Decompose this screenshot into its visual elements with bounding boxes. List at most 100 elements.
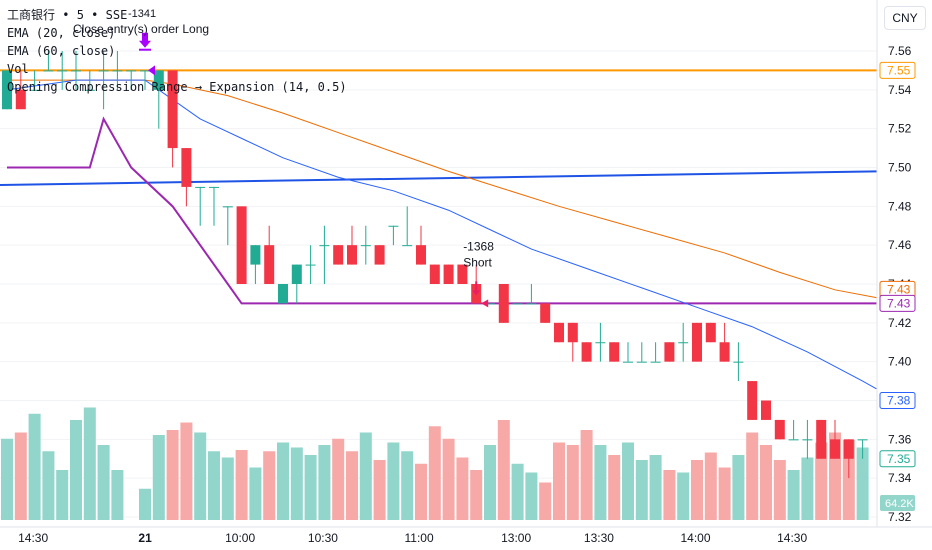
exit-qty-label: -1341 xyxy=(128,8,156,20)
candle xyxy=(84,70,95,91)
volume-bar xyxy=(318,445,331,520)
candle-body xyxy=(416,245,426,265)
interval-label[interactable]: 5 xyxy=(76,8,84,22)
price-tick-label: 7.36 xyxy=(888,432,912,446)
volume-bar xyxy=(249,467,262,520)
candle xyxy=(43,51,54,72)
volume-bar xyxy=(373,460,386,520)
candle-body xyxy=(485,303,495,305)
candle-body xyxy=(581,342,592,362)
symbol-name[interactable]: 工商银行 xyxy=(7,8,56,22)
candle-body xyxy=(84,89,95,91)
candle-body xyxy=(2,70,12,110)
time-tick-label: 10:00 xyxy=(225,531,255,545)
candle xyxy=(540,303,551,323)
separator-dot: • xyxy=(62,8,77,22)
volume-bar xyxy=(304,455,317,520)
candle xyxy=(567,322,578,362)
candle xyxy=(305,245,316,284)
candle-body xyxy=(512,303,523,305)
candle xyxy=(692,322,702,362)
volume-bar xyxy=(221,457,234,520)
volume-bar xyxy=(511,463,524,520)
short-qty-label: -1368 xyxy=(463,239,494,253)
volume-bar xyxy=(773,460,786,520)
time-tick-label: 14:00 xyxy=(681,531,711,545)
candle-body xyxy=(857,439,868,441)
volume-bar xyxy=(263,451,276,520)
candle xyxy=(705,322,716,343)
volume-bar xyxy=(539,482,552,520)
volume-bar xyxy=(704,452,717,520)
range-top-price-label: 7.55 xyxy=(887,63,911,77)
candle xyxy=(140,70,150,90)
strategy-legend[interactable]: Opening Compression Range → Expansion (1… xyxy=(7,80,347,94)
time-tick-label: 11:00 xyxy=(405,531,434,545)
candle-body xyxy=(567,322,578,343)
volume-bar xyxy=(801,457,814,520)
candle-body xyxy=(15,89,26,110)
volume-bar xyxy=(97,445,110,520)
candle xyxy=(250,245,261,284)
short-signal-label: Short xyxy=(463,255,492,269)
last-price-label-box xyxy=(879,450,916,468)
ema20-price-label-box xyxy=(879,392,916,409)
ema60-legend[interactable]: EMA (60, close) xyxy=(7,44,116,58)
ema20-legend[interactable]: EMA (20, close) xyxy=(7,26,116,40)
candle xyxy=(595,322,606,362)
volume-bar xyxy=(235,450,248,520)
short-fill-icon xyxy=(481,299,489,308)
volume-bar xyxy=(42,451,55,520)
price-tick-label: 7.40 xyxy=(888,355,912,369)
volume-legend[interactable]: Vol xyxy=(7,62,29,76)
candle xyxy=(843,439,854,479)
candle xyxy=(360,225,371,265)
candle-body xyxy=(623,361,633,363)
candle-body xyxy=(678,342,689,344)
volume-bar xyxy=(691,460,703,520)
candle-body xyxy=(719,342,730,362)
candle xyxy=(857,439,868,459)
volume-bar xyxy=(428,426,441,520)
price-tick-label: 7.46 xyxy=(888,238,912,252)
currency-button[interactable]: CNY xyxy=(884,6,926,30)
candle-body xyxy=(636,361,647,363)
candle xyxy=(429,264,440,284)
price-tick-label: 7.32 xyxy=(888,510,912,524)
candle-body xyxy=(29,89,40,91)
chart-legend: 工商银行 • 5 • SSE EMA (20, close) EMA (60, … xyxy=(7,6,347,96)
candle xyxy=(774,419,785,440)
candle-body xyxy=(195,186,206,188)
ema60-price-label: 7.43 xyxy=(887,282,911,296)
volume-bar xyxy=(677,472,690,520)
candle-body xyxy=(609,342,620,362)
candle xyxy=(416,225,426,265)
volume-bar xyxy=(387,442,400,520)
candle xyxy=(457,264,468,284)
candle-body xyxy=(126,70,137,72)
candle-body xyxy=(650,361,661,363)
candle-body xyxy=(153,70,164,90)
candle xyxy=(153,70,164,129)
volume-bar xyxy=(111,470,124,520)
candle-body xyxy=(250,245,261,265)
volume-bar xyxy=(566,445,579,520)
volume-bar xyxy=(194,432,207,520)
candle xyxy=(830,419,840,459)
volume-bar xyxy=(208,451,220,520)
candle xyxy=(347,225,357,265)
symbol-line: 工商银行 • 5 • SSE xyxy=(7,6,347,24)
volume-bar xyxy=(139,488,151,520)
candle xyxy=(623,342,633,363)
candle-body xyxy=(774,419,785,440)
candle xyxy=(719,322,730,362)
candle-body xyxy=(402,245,413,247)
price-tick-label: 7.52 xyxy=(888,122,912,136)
candle xyxy=(71,51,81,90)
candle-body xyxy=(747,381,758,420)
candle xyxy=(181,148,192,207)
candle-body xyxy=(222,206,233,208)
time-tick-label: 14:30 xyxy=(777,531,807,545)
volume-bar xyxy=(415,463,427,520)
